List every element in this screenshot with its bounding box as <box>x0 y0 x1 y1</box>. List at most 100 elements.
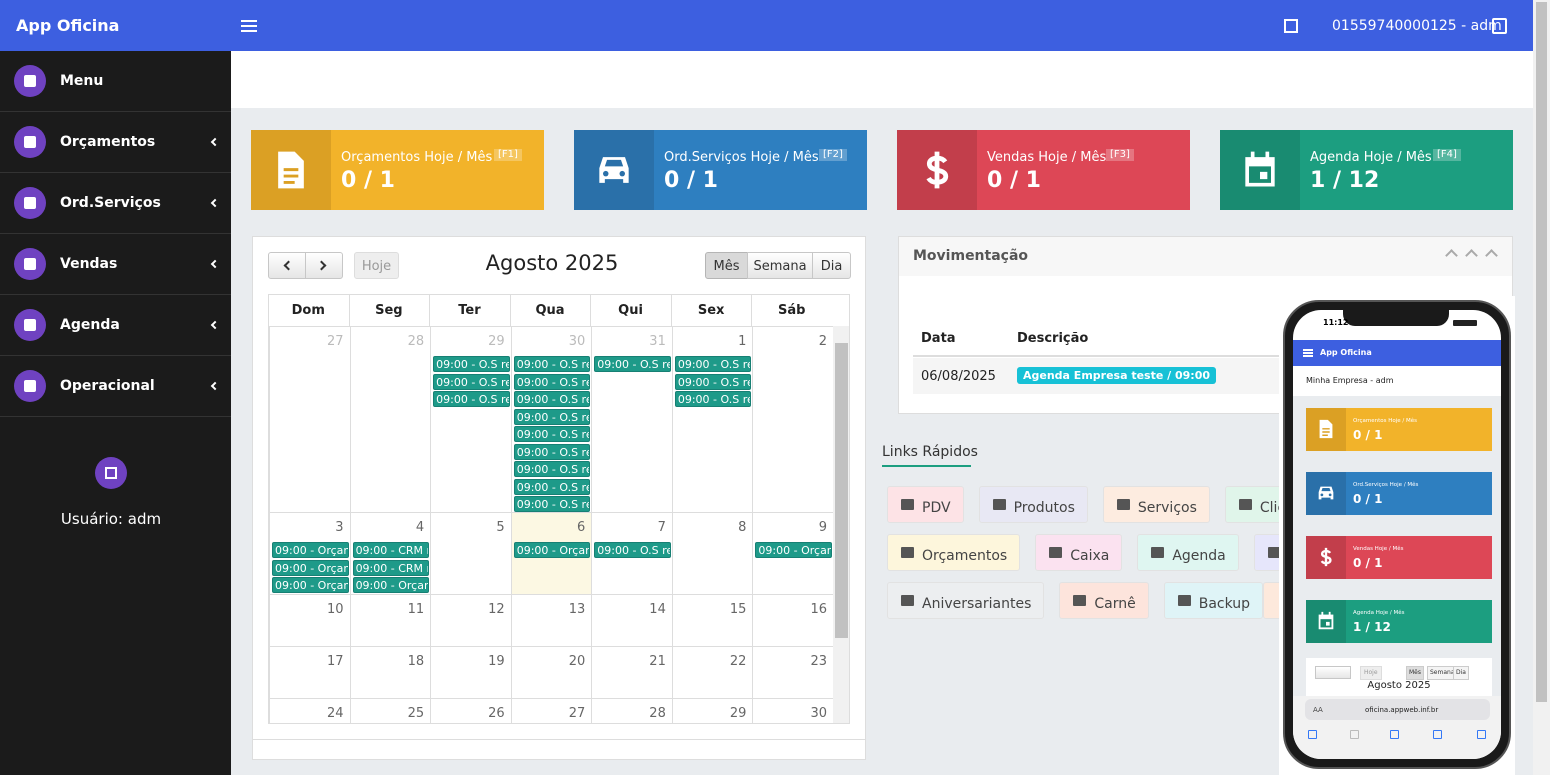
calendar-event[interactable]: 09:00 - O.S ret <box>513 443 591 460</box>
quick-link[interactable]: Agenda <box>1137 534 1239 571</box>
calendar-event[interactable]: 09:00 - O.S ret <box>674 373 752 390</box>
day-cell[interactable]: 16 <box>752 594 834 647</box>
sidebar-item[interactable] <box>0 51 231 112</box>
calendar-event[interactable]: 09:00 - O.S ret <box>513 391 591 407</box>
day-cell[interactable]: 28 <box>591 698 673 723</box>
day-cell[interactable]: 23 <box>752 646 834 699</box>
sidebar-label[interactable]: Orçamentos <box>60 134 156 150</box>
day-cell[interactable]: 5 <box>430 512 512 595</box>
calendar-event[interactable]: 09:00 - O.S ret <box>513 408 591 425</box>
sidebar-item[interactable] <box>0 234 231 295</box>
day-cell[interactable]: 12 <box>430 594 512 647</box>
view-button[interactable]: Dia <box>812 252 851 279</box>
info-card[interactable]: Vendas Hoje / Mês [F3] 0 / 1 <box>897 130 1190 210</box>
calendar-event[interactable]: 09:00 - O.S ret <box>513 478 591 495</box>
quick-link[interactable]: Carnê <box>1059 582 1149 619</box>
day-cell[interactable]: 6 09:00 - Orçam <box>510 512 593 595</box>
calendar-event[interactable]: 09:00 - CRM re <box>352 559 430 576</box>
day-cell[interactable]: 30 <box>752 698 834 723</box>
day-cell[interactable]: 24 <box>269 698 351 723</box>
quick-link[interactable]: Caixa <box>1035 534 1123 571</box>
day-cell[interactable]: 28 <box>349 326 432 513</box>
day-cell[interactable]: 8 <box>671 512 754 595</box>
calendar-event[interactable]: 09:00 - Orçam <box>272 542 349 558</box>
info-card[interactable]: Ord.Serviços Hoje / Mês [F2] 0 / 1 <box>574 130 867 210</box>
quick-link[interactable]: Orçamentos <box>887 534 1021 571</box>
day-cell[interactable]: 17 <box>269 646 351 699</box>
phone-nav-icon[interactable] <box>1477 730 1486 739</box>
fullscreen-button[interactable] <box>1284 19 1298 33</box>
day-cell[interactable]: 15 <box>671 594 754 647</box>
day-cell[interactable]: 22 <box>671 646 754 699</box>
calendar-event[interactable]: 09:00 - O.S ret <box>433 373 510 390</box>
day-cell[interactable]: 20 <box>510 646 593 699</box>
day-cell[interactable]: 7 09:00 - O.S ret <box>591 512 673 595</box>
phone-card[interactable]: Orçamentos Hoje / Mês 0 / 1 <box>1306 408 1492 451</box>
calendar-event[interactable]: 09:00 - O.S ret <box>513 426 591 442</box>
phone-brand[interactable]: App Oficina <box>1320 348 1372 357</box>
sidebar-item[interactable] <box>0 295 231 356</box>
sidebar-label[interactable]: Agenda <box>60 317 120 333</box>
day-cell[interactable]: 29 <box>671 698 754 723</box>
day-cell[interactable]: 1 09:00 - O.S ret 09:00 - O.S ret 09:00 - O… <box>671 326 754 513</box>
phone-url-bar[interactable] <box>1305 699 1490 720</box>
view-button[interactable]: Semana <box>747 252 813 279</box>
sidebar-logout[interactable] <box>95 457 127 489</box>
logout-button[interactable] <box>1492 18 1507 34</box>
day-cell[interactable]: 27 <box>510 698 593 723</box>
sidebar-label[interactable]: Ord.Serviços <box>60 195 161 211</box>
quick-link[interactable]: Serviços <box>1102 486 1210 523</box>
today-button[interactable]: Hoje <box>354 252 399 279</box>
brand[interactable]: App Oficina <box>16 16 120 35</box>
calendar-event[interactable]: 09:00 - O.S ret <box>513 356 591 372</box>
menu-toggle[interactable] <box>241 20 257 32</box>
next-button[interactable] <box>305 252 343 279</box>
phone-nav-icon[interactable] <box>1433 730 1442 739</box>
calendar-event[interactable]: 09:00 - Orçam <box>272 577 349 593</box>
day-cell[interactable]: 31 09:00 - O.S ret <box>591 326 673 513</box>
calendar-event[interactable]: 09:00 - O.S ret <box>594 542 671 558</box>
sidebar-item[interactable] <box>0 173 231 234</box>
calendar-event[interactable]: 09:00 - O.S ret <box>513 496 591 512</box>
sidebar-label[interactable]: Vendas <box>60 256 118 272</box>
day-cell[interactable]: 4 09:00 - CRM re 09:00 - CRM re 09:00 - Orç… <box>349 512 432 595</box>
calendar-event[interactable]: 09:00 - O.S ret <box>674 391 752 407</box>
calendar-event[interactable]: 09:00 - O.S ret <box>674 356 752 372</box>
phone-nav-icon[interactable] <box>1308 730 1317 739</box>
calendar-event[interactable]: 09:00 - Orçam <box>352 577 430 593</box>
quick-link[interactable]: Produtos <box>978 486 1088 523</box>
day-cell[interactable]: 29 09:00 - O.S ret 09:00 - O.S ret 09:00 - … <box>430 326 512 513</box>
phone-card[interactable]: Ord.Serviços Hoje / Mês 0 / 1 <box>1306 472 1492 515</box>
calendar-event[interactable]: 09:00 - O.S ret <box>513 461 591 477</box>
day-cell[interactable]: 26 <box>430 698 512 723</box>
phone-nav-icon[interactable] <box>1390 730 1399 739</box>
day-cell[interactable]: 18 <box>349 646 432 699</box>
phone-card[interactable]: Agenda Hoje / Mês 1 / 12 <box>1306 600 1492 643</box>
quick-link[interactable]: Backup <box>1163 582 1264 619</box>
quick-link[interactable]: PDV <box>887 486 964 523</box>
day-cell[interactable]: 11 <box>349 594 432 647</box>
calendar-event[interactable]: 09:00 - O.S ret <box>433 391 510 407</box>
day-cell[interactable]: 10 <box>269 594 351 647</box>
day-cell[interactable]: 25 <box>349 698 432 723</box>
view-button[interactable]: Mês <box>705 252 748 279</box>
sidebar-item[interactable] <box>0 112 231 173</box>
calendar-event[interactable]: 09:00 - O.S ret <box>433 356 510 372</box>
prev-button[interactable] <box>268 252 306 279</box>
day-cell[interactable]: 21 <box>591 646 673 699</box>
calendar-event[interactable]: 09:00 - CRM re <box>352 542 430 558</box>
calendar-event[interactable]: 09:00 - Orçam <box>272 559 349 576</box>
day-cell[interactable]: 9 09:00 - Orçam <box>752 512 834 595</box>
sidebar-label[interactable]: Menu <box>60 73 104 89</box>
sidebar-label[interactable]: Operacional <box>60 378 155 394</box>
info-card[interactable]: Agenda Hoje / Mês [F4] 1 / 12 <box>1220 130 1513 210</box>
day-cell[interactable]: 2 <box>752 326 834 513</box>
user-info[interactable]: 01559740000125 - adm <box>1332 18 1502 34</box>
sidebar-item[interactable] <box>0 356 231 417</box>
calendar-event[interactable]: 09:00 - Orçam <box>513 542 591 558</box>
day-cell[interactable]: 13 <box>510 594 593 647</box>
calendar-event[interactable]: 09:00 - Orçam <box>755 542 832 558</box>
day-cell[interactable]: 27 <box>269 326 351 513</box>
day-cell[interactable]: 3 09:00 - Orçam 09:00 - Orçam 09:00 - Orçam <box>269 512 351 595</box>
calendar-event[interactable]: 09:00 - O.S ret <box>594 356 671 372</box>
